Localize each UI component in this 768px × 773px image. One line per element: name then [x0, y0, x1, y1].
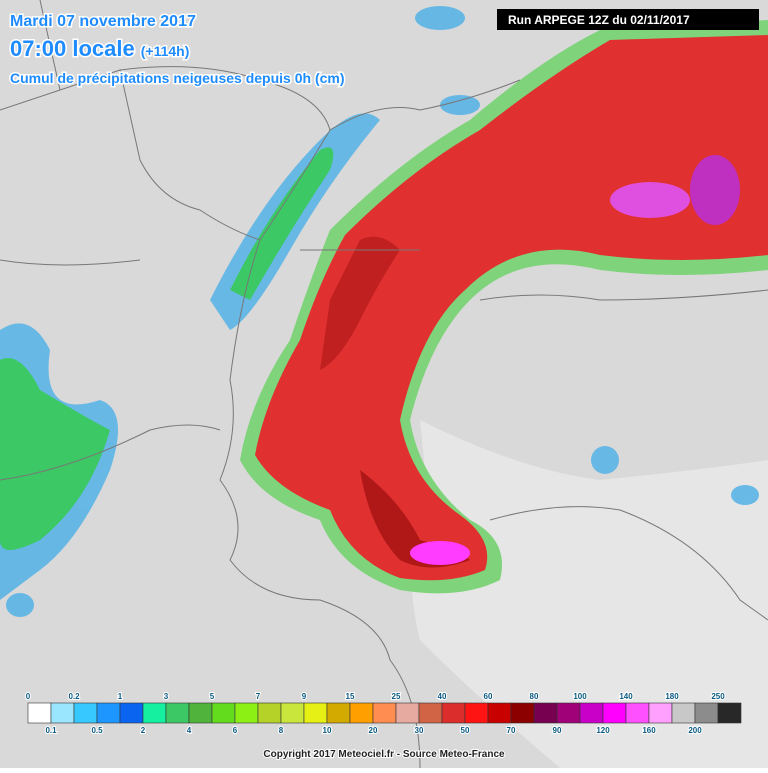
legend-label: 100	[573, 692, 587, 701]
light-snow-green	[0, 147, 334, 550]
snow-field	[240, 20, 768, 594]
legend-label: 7	[256, 692, 261, 701]
legend-swatch	[602, 702, 627, 724]
legend-label: 6	[233, 726, 238, 735]
legend-swatch	[464, 702, 489, 724]
legend: 0 0.1 0.2 0.5 1 2 3 4 5 6 7 8 9 10 15 20 25 30 40 50 60 70 80 9…	[25, 691, 742, 736]
copyright: Copyright 2017 Meteociel.fr - Source Met…	[263, 749, 505, 760]
subtitle: Cumul de précipitations neigeuses depuis…	[10, 70, 345, 86]
legend-label: 90	[553, 726, 562, 735]
legend-swatch	[510, 702, 535, 724]
legend-label: 70	[507, 726, 516, 735]
legend-swatch	[165, 702, 190, 724]
legend-label: 0	[26, 692, 31, 701]
legend-label: 25	[392, 692, 401, 701]
time-text: 07:00 locale	[10, 36, 135, 61]
legend-swatch	[395, 702, 420, 724]
legend-swatch	[27, 702, 52, 724]
legend-swatch	[326, 702, 351, 724]
legend-label: 60	[484, 692, 493, 701]
legend-label: 0.1	[45, 726, 57, 735]
sea	[412, 420, 768, 768]
legend-swatch	[418, 702, 443, 724]
legend-swatch	[671, 702, 696, 724]
legend-label: 3	[164, 692, 169, 701]
legend-label: 30	[415, 726, 424, 735]
legend-swatch	[50, 702, 75, 724]
run-label: Run ARPEGE 12Z du 02/11/2017	[508, 13, 690, 27]
legend-label: 20	[369, 726, 378, 735]
legend-label: 10	[323, 726, 332, 735]
legend-swatch	[625, 702, 650, 724]
legend-label: 15	[346, 692, 355, 701]
legend-label: 160	[642, 726, 656, 735]
lead-time: (+114h)	[141, 43, 190, 59]
legend-label: 120	[596, 726, 610, 735]
legend-label: 200	[688, 726, 702, 735]
legend-label: 4	[187, 726, 192, 735]
legend-label: 40	[438, 692, 447, 701]
legend-swatch	[280, 702, 305, 724]
legend-swatch	[303, 702, 328, 724]
legend-swatch	[579, 702, 604, 724]
legend-swatch	[73, 702, 98, 724]
legend-swatch	[441, 702, 466, 724]
legend-label: 8	[279, 726, 284, 735]
run-banner	[497, 9, 759, 30]
legend-swatch	[372, 702, 397, 724]
legend-label: 5	[210, 692, 215, 701]
legend-swatch	[533, 702, 558, 724]
time: 07:00 locale (+114h)	[10, 36, 189, 61]
legend-swatch	[487, 702, 512, 724]
legend-swatch	[648, 702, 673, 724]
legend-label: 1	[118, 692, 123, 701]
legend-swatch	[234, 702, 259, 724]
legend-label: 0.5	[91, 726, 103, 735]
legend-swatch	[142, 702, 167, 724]
legend-swatch	[96, 702, 121, 724]
legend-swatch	[556, 702, 581, 724]
legend-label: 250	[711, 692, 725, 701]
date: Mardi 07 novembre 2017	[10, 13, 196, 30]
legend-label: 2	[141, 726, 146, 735]
legend-label: 140	[619, 692, 633, 701]
legend-swatch	[717, 702, 742, 724]
legend-swatch	[188, 702, 213, 724]
legend-label: 9	[302, 692, 307, 701]
legend-label: 180	[665, 692, 679, 701]
legend-swatch	[349, 702, 374, 724]
legend-swatch	[211, 702, 236, 724]
legend-label: 0.2	[68, 692, 80, 701]
coast	[489, 506, 768, 621]
legend-swatch	[694, 702, 719, 724]
legend-label: 80	[530, 692, 539, 701]
legend-swatch	[257, 702, 282, 724]
legend-label: 50	[461, 726, 470, 735]
legend-swatch	[119, 702, 144, 724]
